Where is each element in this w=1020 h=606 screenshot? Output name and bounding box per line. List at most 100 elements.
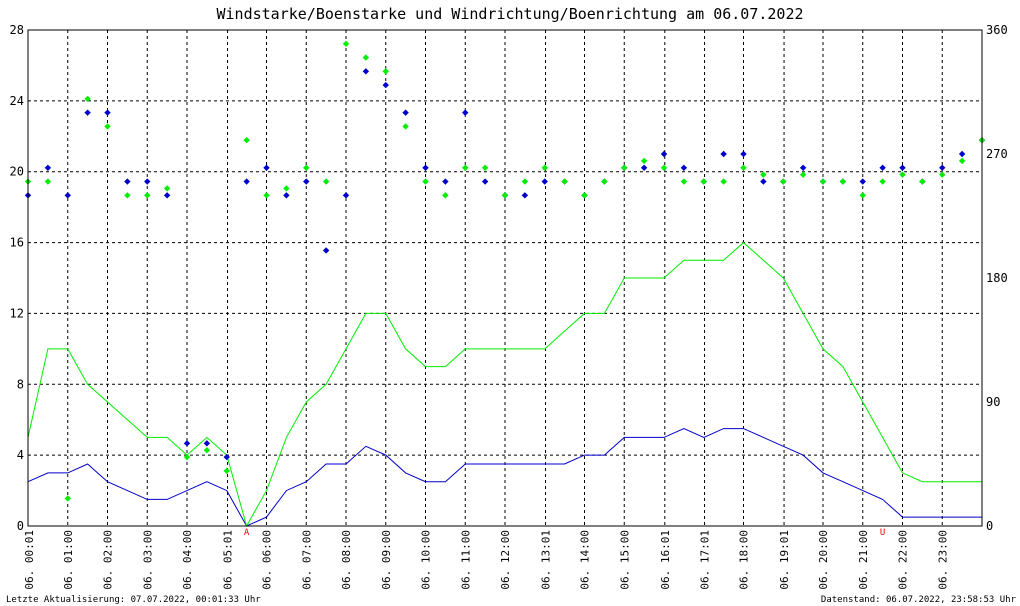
point-boenrichtung bbox=[263, 192, 270, 199]
x-tick-label: 06. 01:00 bbox=[62, 530, 75, 590]
x-tick-label: 06. 18:00 bbox=[738, 530, 751, 590]
point-windrichtung bbox=[521, 192, 529, 199]
footer-last-update: Letzte Aktualisierung: 07.07.2022, 00:01… bbox=[6, 595, 261, 605]
series-line-windstarke bbox=[27, 428, 982, 527]
point-boenrichtung bbox=[680, 178, 688, 185]
y-left-tick-label: 8 bbox=[17, 377, 24, 391]
y-left-tick-label: 0 bbox=[17, 519, 24, 533]
point-windrichtung bbox=[879, 164, 886, 171]
point-boenrichtung bbox=[362, 54, 370, 61]
plot-frame bbox=[27, 29, 983, 527]
point-windrichtung bbox=[223, 453, 230, 461]
x-tick-label: 06. 09:00 bbox=[380, 530, 393, 590]
point-boenrichtung bbox=[104, 123, 111, 130]
point-boenrichtung bbox=[84, 95, 91, 103]
point-boenrichtung bbox=[203, 447, 211, 454]
point-windrichtung bbox=[939, 164, 946, 171]
x-tick-label: 06. 11:00 bbox=[459, 530, 472, 590]
x-tick-label: 06. 12:00 bbox=[499, 530, 512, 590]
x-tick-label: 06. 15:00 bbox=[618, 530, 631, 590]
title-date: am 06.07.2022 bbox=[677, 5, 803, 23]
title-und: und bbox=[406, 5, 451, 23]
point-windrichtung bbox=[183, 440, 191, 447]
point-boenrichtung bbox=[899, 171, 906, 178]
y-right-tick-label: 270 bbox=[986, 147, 1008, 161]
point-windrichtung bbox=[740, 150, 747, 158]
point-boenrichtung bbox=[64, 495, 71, 502]
x-tick-label: 06. 04:00 bbox=[181, 530, 194, 590]
point-windrichtung bbox=[481, 178, 489, 185]
point-boenrichtung bbox=[700, 178, 707, 185]
x-tick-label: 06. 16:01 bbox=[659, 530, 672, 590]
point-boenrichtung bbox=[422, 178, 429, 185]
point-boenrichtung bbox=[581, 192, 588, 199]
point-boenrichtung bbox=[541, 164, 548, 171]
point-boenrichtung bbox=[799, 171, 807, 178]
point-boenrichtung bbox=[939, 171, 946, 178]
point-windrichtung bbox=[163, 192, 171, 199]
point-boenrichtung bbox=[760, 171, 767, 178]
title-boenrichtung: Boenrichtung bbox=[569, 5, 677, 23]
point-windrichtung bbox=[462, 109, 469, 116]
x-tick-label: 06. 14:00 bbox=[579, 530, 592, 590]
point-windrichtung bbox=[303, 178, 310, 185]
title-sep-1: / bbox=[307, 5, 316, 23]
y-left-tick-label: 4 bbox=[17, 448, 24, 462]
y-left-tick-label: 24 bbox=[10, 94, 24, 108]
point-windrichtung bbox=[660, 150, 668, 158]
grid-lines bbox=[28, 30, 982, 526]
point-boenrichtung bbox=[223, 467, 230, 475]
point-boenrichtung bbox=[561, 178, 568, 185]
point-windrichtung bbox=[760, 178, 767, 185]
x-tick-label: 06. 06:00 bbox=[261, 530, 274, 590]
point-windrichtung bbox=[203, 440, 211, 447]
point-boenrichtung bbox=[879, 178, 886, 185]
y-right-tick-label: 360 bbox=[986, 23, 1008, 37]
point-boenrichtung bbox=[342, 40, 350, 47]
point-boenrichtung bbox=[163, 185, 171, 192]
point-windrichtung bbox=[342, 192, 350, 199]
point-windrichtung bbox=[442, 178, 449, 185]
point-boenrichtung bbox=[640, 157, 648, 165]
point-boenrichtung bbox=[660, 164, 668, 171]
point-boenrichtung bbox=[283, 185, 290, 192]
x-tick-label: 06. 00:01 bbox=[23, 530, 36, 590]
chart-title: Windstarke/Boenstarke und Windrichtung/B… bbox=[216, 5, 803, 23]
axes: 0 4 8 12 16 20 24 28 0 90 180 270 360 06. 00:01 06. 01… bbox=[10, 23, 1008, 590]
x-tick-label: 06. 13:01 bbox=[540, 530, 553, 590]
title-windrichtung: Windrichtung bbox=[451, 5, 559, 23]
point-windrichtung bbox=[422, 164, 429, 171]
point-boenrichtung bbox=[839, 178, 847, 185]
point-boenrichtung bbox=[243, 137, 250, 144]
point-windrichtung bbox=[283, 192, 290, 199]
footer-data-state: Datenstand: 06.07.2022, 23:58:53 Uhr bbox=[821, 595, 1017, 605]
point-windrichtung bbox=[680, 164, 688, 171]
point-windrichtung bbox=[104, 109, 111, 116]
point-boenrichtung bbox=[958, 157, 966, 165]
y-left-tick-label: 16 bbox=[10, 236, 24, 250]
point-boenrichtung bbox=[124, 192, 131, 199]
point-boenrichtung bbox=[501, 192, 509, 199]
point-boenrichtung bbox=[859, 192, 866, 199]
point-boenrichtung bbox=[183, 453, 191, 461]
point-windrichtung bbox=[124, 178, 131, 185]
point-boenrichtung bbox=[521, 178, 529, 185]
point-windrichtung bbox=[44, 164, 52, 171]
point-windrichtung bbox=[243, 178, 250, 185]
point-boenrichtung bbox=[720, 178, 727, 185]
point-boenrichtung bbox=[919, 178, 926, 185]
point-windrichtung bbox=[541, 178, 548, 185]
point-boenrichtung bbox=[740, 164, 747, 171]
point-boenrichtung bbox=[44, 178, 52, 185]
x-tick-label: 06. 21:00 bbox=[857, 530, 870, 590]
point-boenrichtung bbox=[462, 164, 469, 171]
event-marker-label: U bbox=[880, 528, 885, 538]
point-boenrichtung bbox=[819, 178, 827, 185]
x-tick-label: 06. 19:01 bbox=[778, 530, 791, 590]
point-windrichtung bbox=[263, 164, 270, 171]
point-windrichtung bbox=[640, 164, 648, 171]
point-boenrichtung bbox=[601, 178, 608, 185]
point-windrichtung bbox=[859, 178, 866, 185]
